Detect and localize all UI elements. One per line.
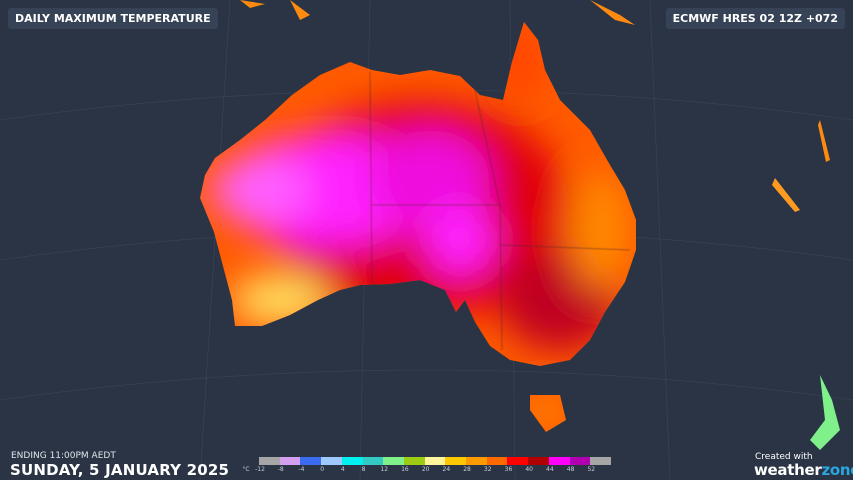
legend-swatch [300,457,322,465]
legend-tick-label: 8 [361,466,366,473]
legend-swatch [507,457,529,465]
legend-swatch [321,457,342,465]
logo-weather: weather [754,461,822,479]
legend-swatch [403,457,425,465]
legend-swatch [486,457,508,465]
legend-tick-label: 28 [463,466,471,473]
legend-swatch [590,457,611,465]
legend-tick-label: 48 [566,466,575,473]
legend-swatch [466,457,487,465]
legend-tick-label: 40 [525,466,533,473]
legend-tick-label: -4 [298,466,305,473]
legend-labels: °C -12 -8 -4 0 4 8 12 16 20 24 28 32 36 40 44 48 52 [240,466,620,476]
legend-tick-label: 12 [380,466,389,473]
legend-swatch [362,457,384,465]
legend-swatch [279,457,301,465]
model-run-label: ECMWF HRES 02 12Z +072 [665,8,845,29]
islands [240,0,840,450]
legend-swatch [424,457,446,465]
weatherzone-logo: weatherzone° [754,461,853,479]
legend-tick-label: 16 [401,466,409,473]
legend-tick-label: 24 [442,466,451,473]
legend-tick-label: 44 [546,466,554,473]
australia-temperature-field [200,22,636,432]
legend-swatch [445,457,467,465]
legend-tick-label: 20 [421,466,430,473]
legend-tick-label: 52 [587,466,596,473]
legend-tick-label: 36 [504,466,513,473]
legend-unit: °C [242,466,250,473]
legend-swatch [383,457,404,465]
legend-swatch [341,457,363,465]
state-borders [369,71,631,351]
map-title: DAILY MAXIMUM TEMPERATURE [8,8,218,29]
legend-swatch [528,457,549,465]
logo-zone: zone [821,461,853,479]
legend-swatch [548,457,570,465]
forecast-date: SUNDAY, 5 JANUARY 2025 [10,461,230,479]
legend-tick-label: -12 [255,466,265,473]
color-legend [259,457,611,465]
credit-text: Created with [755,452,813,462]
legend-tick-label: -8 [277,466,284,473]
legend-swatch [569,457,591,465]
legend-tick-label: 4 [340,466,345,473]
valid-time-label: ENDING 11:00PM AEDT [11,451,116,461]
legend-swatch [259,457,280,465]
legend-tick-label: 32 [483,466,492,473]
legend-tick-label: 0 [320,466,325,473]
